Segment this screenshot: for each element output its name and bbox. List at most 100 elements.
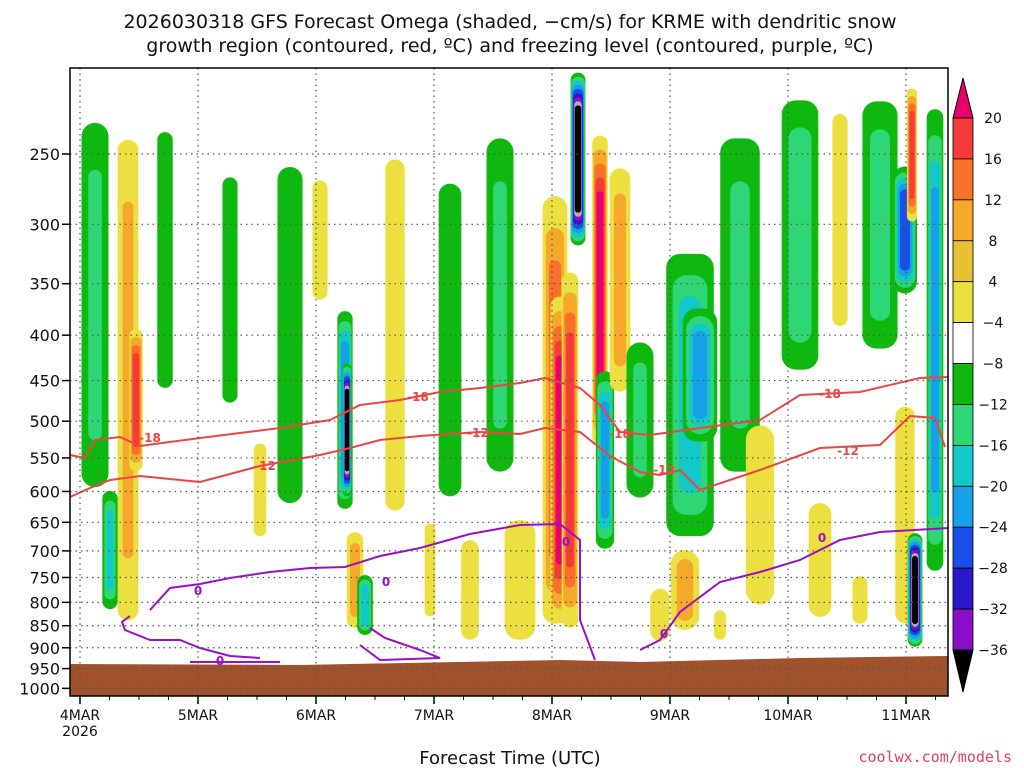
colorbar-arrow-bottom — [952, 649, 974, 693]
colorbar-label: 4 — [989, 275, 998, 291]
omega-cell — [745, 425, 775, 605]
omega-cell — [253, 443, 267, 537]
x-year-label: 2026 — [62, 724, 98, 740]
x-tick-label: 4MAR — [60, 708, 101, 724]
contour-zero-e — [359, 627, 441, 662]
y-tick-label: 300 — [29, 215, 60, 234]
omega-cell — [633, 362, 647, 478]
y-tick-label: 850 — [29, 617, 60, 636]
omega-cell — [438, 183, 462, 497]
omega-cell — [574, 105, 582, 213]
colorbar-label: −24 — [978, 520, 1008, 536]
contour-label-zero: 0 — [818, 531, 826, 545]
colorbar-label: −16 — [978, 438, 1008, 454]
contour-zero-d — [639, 527, 949, 651]
colorbar-arrow-top — [952, 77, 974, 119]
y-tick-label: 500 — [29, 412, 60, 431]
colorbar-label: −28 — [978, 561, 1008, 577]
colorbar-label: −32 — [978, 602, 1008, 618]
colorbar-segment — [952, 526, 974, 569]
omega-cell — [596, 191, 604, 389]
y-tick-label: 550 — [29, 449, 60, 468]
omega-cell — [461, 540, 479, 640]
colorbar-segment — [952, 608, 974, 651]
omega-cell — [566, 332, 574, 568]
colorbar-label: 12 — [984, 193, 1002, 209]
colorbar-label: −4 — [983, 316, 1004, 332]
contour-label-zero: 0 — [562, 535, 570, 549]
x-tick-label: 10MAR — [763, 708, 812, 724]
title-line-1: 2026030318 GFS Forecast Omega (shaded, −… — [123, 11, 896, 33]
y-tick-label: 650 — [29, 513, 60, 532]
contour-label-zero: 0 — [382, 575, 390, 589]
x-tick-label: 11MAR — [881, 708, 930, 724]
contour-label-minus12: -12 — [254, 459, 276, 473]
contour-zero-b — [120, 615, 261, 659]
y-tick-label: 800 — [29, 593, 60, 612]
y-tick-label: 250 — [29, 145, 60, 164]
omega-cell — [909, 110, 915, 200]
omega-cell — [613, 193, 627, 367]
contour-label-minus18: -18 — [139, 431, 161, 445]
colorbar-segment — [952, 363, 974, 405]
y-tick-label: 950 — [29, 660, 60, 679]
contour-label-minus18: -18 — [609, 427, 631, 441]
omega-field — [70, 72, 948, 696]
x-tick-label: 8MAR — [532, 708, 573, 724]
contour-label-zero: 0 — [216, 654, 224, 668]
colorbar-label: −12 — [978, 397, 1008, 413]
colorbar-label: 20 — [984, 111, 1002, 127]
omega-cell — [493, 181, 507, 429]
omega-cell — [88, 169, 102, 441]
chart-title: 2026030318 GFS Forecast Omega (shaded, −… — [123, 11, 896, 57]
contour-label-zero: 0 — [660, 627, 668, 641]
contour-label-minus12: -12 — [837, 444, 859, 458]
y-tick-label: 1000 — [19, 679, 60, 698]
surface-terrain — [70, 656, 948, 696]
colorbar-label: 8 — [989, 234, 998, 250]
omega-cell — [714, 610, 726, 640]
omega-cell — [832, 114, 848, 326]
x-axis-label: Forecast Time (UTC) — [419, 748, 600, 768]
colorbar-segment — [952, 158, 974, 201]
omega-cell — [912, 555, 918, 625]
y-tick-label: 400 — [29, 326, 60, 345]
colorbar-label: −20 — [978, 479, 1008, 495]
x-tick-label: 9MAR — [650, 708, 691, 724]
plot-frame — [69, 67, 949, 697]
omega-cell — [344, 388, 350, 472]
plot-area — [70, 72, 948, 696]
contour-minus18 — [69, 376, 949, 460]
y-tick-label: 750 — [29, 568, 60, 587]
omega-cell — [122, 201, 134, 559]
omega-cell — [222, 177, 238, 403]
omega-cell — [692, 330, 708, 420]
axes: 250 300 350 400 450 500 550 600 650 700 750 800 850 9… — [19, 67, 949, 740]
omega-cell — [361, 584, 369, 626]
colorbar-segment — [952, 240, 974, 283]
y-tick-label: 350 — [29, 275, 60, 294]
colorbar-segment — [952, 281, 974, 324]
x-tick-label: 5MAR — [178, 708, 219, 724]
colorbar-segment — [952, 117, 974, 160]
y-tick-label: 600 — [29, 482, 60, 501]
y-tick-label: 700 — [29, 542, 60, 561]
grid-lines — [70, 68, 948, 696]
omega-cell — [132, 353, 140, 447]
colorbar-label: −36 — [978, 643, 1008, 659]
colorbar: 20 16 12 8 4 −4 −8 −12 −16 −20 −24 −28 −32 −36 — [952, 77, 1008, 693]
colorbar-label: 16 — [984, 152, 1002, 168]
contour-zero-c — [149, 522, 596, 661]
omega-cell — [869, 129, 891, 321]
omega-cell — [504, 520, 536, 640]
colorbar-segment — [952, 199, 974, 242]
omega-cell — [600, 401, 610, 519]
omega-cell — [730, 181, 750, 429]
x-tick-label: 7MAR — [414, 708, 455, 724]
contour-minus12 — [69, 414, 946, 498]
x-tick-label: 6MAR — [296, 708, 337, 724]
colorbar-segment — [952, 485, 974, 528]
colorbar-label: −8 — [983, 357, 1004, 373]
omega-cell — [312, 180, 328, 300]
